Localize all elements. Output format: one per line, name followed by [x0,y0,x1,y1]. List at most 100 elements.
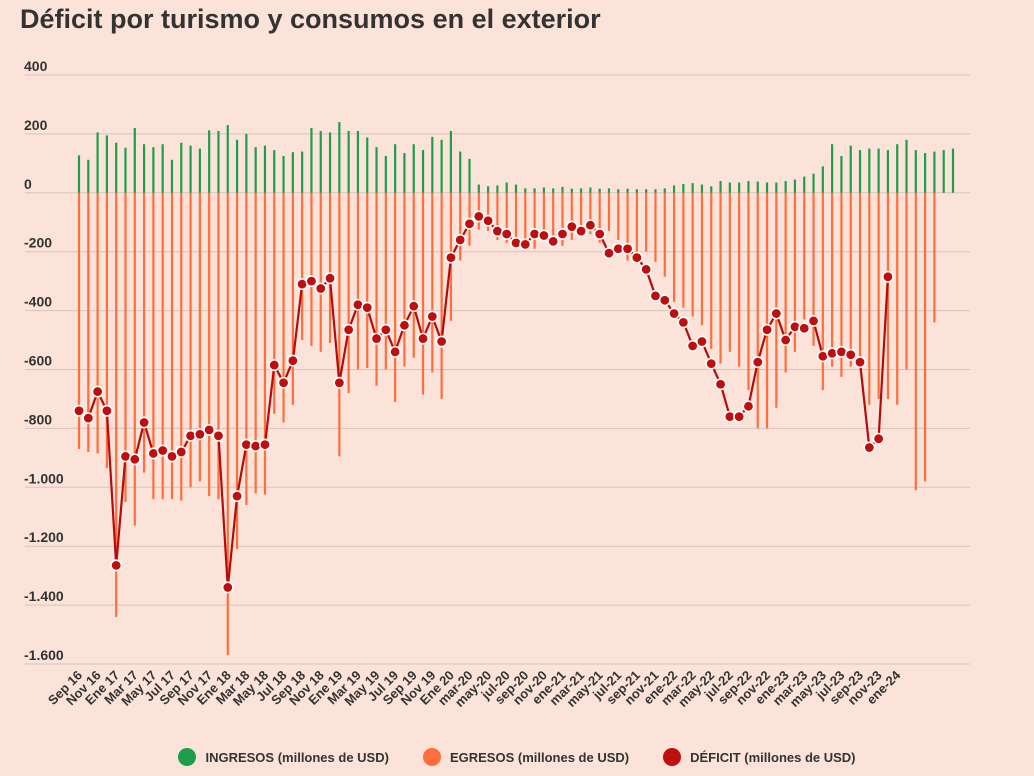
deficit-point[interactable] [212,429,225,442]
deficit-point[interactable] [844,348,857,361]
deficit-point[interactable] [640,263,653,276]
deficit-point[interactable] [854,356,867,369]
deficit-point[interactable] [82,412,95,425]
deficit-point[interactable] [435,335,448,348]
deficit-point[interactable] [426,310,439,323]
deficit-point[interactable] [565,220,578,233]
deficit-point[interactable] [658,294,671,307]
ingresos-bar [775,182,778,193]
deficit-point[interactable] [454,233,467,246]
egresos-bar [347,192,350,394]
deficit-point[interactable] [138,416,151,429]
legend-item-egresos[interactable]: EGRESOS (millones de USD) [422,748,629,766]
deficit-point[interactable] [593,228,606,241]
deficit-point[interactable] [91,385,104,398]
egresos-bar [273,192,276,414]
ingresos-bar [282,155,285,193]
deficit-point[interactable] [556,228,569,241]
egresos-bar [77,192,81,450]
deficit-point[interactable] [733,410,746,423]
ingresos-bar [431,136,434,193]
deficit-point[interactable] [389,345,402,358]
deficit-point[interactable] [342,323,355,336]
deficit-point[interactable] [463,217,476,230]
deficit-point[interactable] [268,359,281,372]
deficit-point[interactable] [751,356,764,369]
deficit-point[interactable] [686,339,699,352]
deficit-point[interactable] [110,559,123,572]
deficit-point[interactable] [872,432,885,445]
egresos-bar [235,192,239,550]
deficit-point[interactable] [742,400,755,413]
ingresos-bar [886,150,890,193]
deficit-point[interactable] [761,323,774,336]
ingresos-bar [459,151,462,193]
egresos-bar [812,192,815,346]
ingresos-bar [403,153,406,193]
deficit-point[interactable] [537,229,550,242]
egresos-bar [533,192,536,249]
deficit-point[interactable] [417,332,430,345]
deficit-point[interactable] [705,357,718,370]
deficit-point[interactable] [277,376,290,389]
legend-item-ingresos[interactable]: INGRESOS (millones de USD) [178,748,389,766]
deficit-point[interactable] [547,235,560,248]
deficit-point[interactable] [500,228,513,241]
deficit-point[interactable] [602,247,615,260]
deficit-point[interactable] [863,441,876,454]
deficit-point[interactable] [370,332,383,345]
deficit-point[interactable] [519,238,532,251]
deficit-point[interactable] [482,214,495,227]
deficit-point[interactable] [73,404,86,417]
ingresos-bar [840,155,843,193]
deficit-point[interactable] [714,378,727,391]
deficit-point[interactable] [221,581,234,594]
deficit-point[interactable] [695,335,708,348]
deficit-point[interactable] [100,404,113,417]
deficit-point[interactable] [677,316,690,329]
deficit-point[interactable] [630,251,643,264]
deficit-point[interactable] [361,301,374,314]
deficit-point[interactable] [379,323,392,336]
deficit-point[interactable] [621,242,634,255]
egresos-bar [115,192,118,617]
deficit-point[interactable] [175,445,188,458]
deficit-point[interactable] [584,219,597,232]
deficit-point[interactable] [575,225,588,238]
ingresos-bar [87,159,90,193]
deficit-point[interactable] [324,272,337,285]
egresos-bar [310,192,313,346]
ingresos-bar [728,182,731,193]
y-tick-label: -1.200 [24,529,64,545]
egresos-bar [263,192,267,495]
egresos-bar [226,192,229,656]
deficit-point[interactable] [807,314,820,327]
deficit-point[interactable] [770,307,783,320]
deficit-point[interactable] [231,490,244,503]
deficit-point[interactable] [779,334,792,347]
deficit-point[interactable] [128,453,141,466]
deficit-point[interactable] [305,275,318,288]
ingresos-bar [105,135,108,193]
deficit-point[interactable] [156,444,169,457]
deficit-point[interactable] [398,319,411,332]
y-tick-label: -600 [24,353,52,369]
legend-item-deficit[interactable]: DÉFICIT (millones de USD) [663,748,856,766]
deficit-point[interactable] [472,210,485,223]
deficit-point[interactable] [649,289,662,302]
deficit-point[interactable] [286,354,299,367]
egresos-bar [431,192,434,373]
deficit-point[interactable] [203,423,216,436]
deficit-point[interactable] [444,251,457,264]
deficit-point[interactable] [258,438,271,451]
deficit-point[interactable] [407,300,420,313]
egresos-bar [933,192,936,323]
deficit-point[interactable] [333,376,346,389]
deficit-point[interactable] [668,307,681,320]
deficit-point[interactable] [881,270,894,283]
deficit-point[interactable] [314,282,327,295]
deficit-point[interactable] [798,322,811,335]
egresos-bar [133,192,136,526]
deficit-point[interactable] [193,428,206,441]
deficit-point[interactable] [165,450,178,463]
